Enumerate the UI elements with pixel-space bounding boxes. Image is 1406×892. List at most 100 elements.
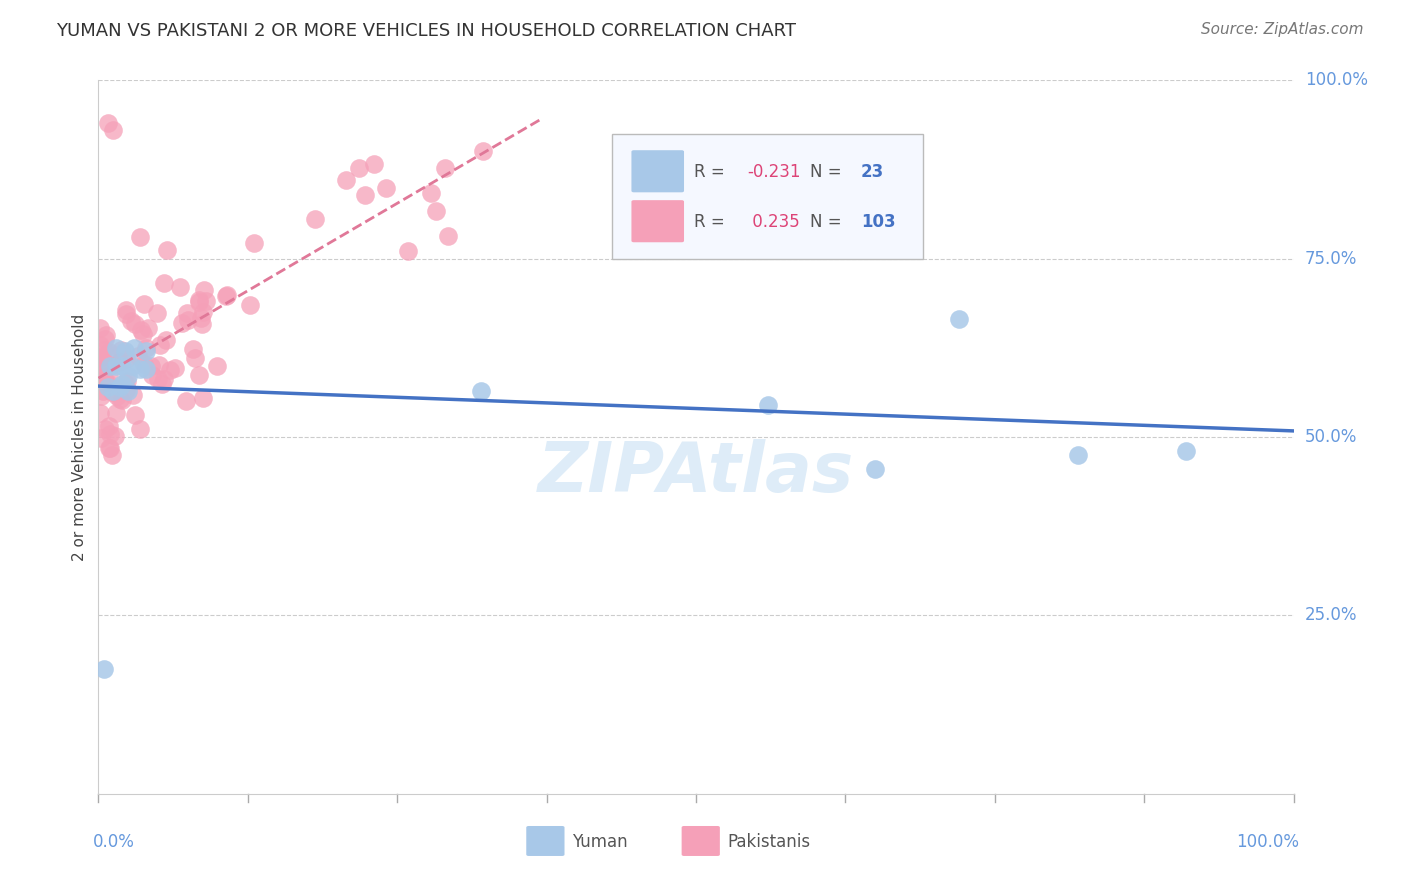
Point <box>97 418 120 433</box>
Text: R =: R = <box>693 212 724 230</box>
Text: YUMAN VS PAKISTANI 2 OR MORE VEHICLES IN HOUSEHOLD CORRELATION CHART: YUMAN VS PAKISTANI 2 OR MORE VEHICLES IN… <box>56 22 796 40</box>
FancyBboxPatch shape <box>631 150 685 193</box>
Point <box>101 384 124 399</box>
Text: 100.0%: 100.0% <box>1236 833 1299 851</box>
Text: N =: N = <box>810 162 841 180</box>
Point <box>94 332 117 346</box>
Point <box>150 377 173 392</box>
Point <box>124 317 146 331</box>
Point <box>756 398 779 412</box>
Point <box>129 422 152 436</box>
Point <box>89 406 111 420</box>
Point <box>425 204 447 219</box>
Point <box>470 384 492 398</box>
Point <box>134 297 156 311</box>
FancyBboxPatch shape <box>613 134 922 259</box>
Point <box>121 388 143 402</box>
Text: N =: N = <box>810 212 841 230</box>
Point <box>437 228 460 243</box>
Point <box>149 338 172 352</box>
Point <box>153 276 176 290</box>
Point <box>184 351 207 366</box>
Point <box>93 343 115 358</box>
Point <box>104 406 127 420</box>
Point <box>115 351 138 366</box>
Point <box>98 441 121 455</box>
Point <box>97 380 120 394</box>
Point <box>129 362 152 376</box>
Point <box>89 359 111 374</box>
Point <box>89 351 111 365</box>
Point <box>128 230 150 244</box>
Point <box>117 384 139 398</box>
Point <box>190 311 212 326</box>
Point <box>176 306 198 320</box>
Text: 50.0%: 50.0% <box>1305 428 1357 446</box>
Point <box>159 363 181 377</box>
Point <box>177 312 200 326</box>
Point <box>396 244 419 258</box>
Point <box>111 392 134 407</box>
Point <box>105 359 128 373</box>
Point <box>187 293 209 307</box>
Point <box>114 307 136 321</box>
Point <box>135 362 157 376</box>
Point <box>191 317 214 331</box>
Point <box>93 370 115 384</box>
Text: R =: R = <box>693 162 724 180</box>
Point <box>101 384 124 398</box>
Point <box>110 343 132 357</box>
Point <box>111 359 134 373</box>
Point <box>108 355 131 369</box>
Point <box>193 283 215 297</box>
Y-axis label: 2 or more Vehicles in Household: 2 or more Vehicles in Household <box>72 313 87 561</box>
Point <box>420 186 443 201</box>
Point <box>335 172 357 186</box>
Point <box>135 342 157 356</box>
Point <box>101 448 124 462</box>
Point <box>129 323 152 337</box>
Text: Source: ZipAtlas.com: Source: ZipAtlas.com <box>1201 22 1364 37</box>
Point <box>239 298 262 312</box>
Point <box>121 359 143 373</box>
Point <box>108 380 131 394</box>
Point <box>94 374 117 388</box>
Point <box>89 321 111 335</box>
Point <box>104 429 127 443</box>
FancyBboxPatch shape <box>631 200 685 243</box>
Point <box>96 375 118 389</box>
Point <box>91 373 114 387</box>
Point <box>242 235 264 250</box>
Point <box>98 441 121 455</box>
Point <box>153 372 176 386</box>
Point <box>127 349 149 363</box>
FancyBboxPatch shape <box>526 826 565 856</box>
Point <box>115 374 138 388</box>
Point <box>132 326 155 341</box>
Point <box>195 293 218 308</box>
Point <box>108 354 131 368</box>
Point <box>148 359 170 373</box>
Point <box>91 349 114 363</box>
Text: 25.0%: 25.0% <box>1305 607 1357 624</box>
Text: 103: 103 <box>860 212 896 230</box>
Point <box>105 389 128 403</box>
Point <box>94 328 117 343</box>
Point <box>205 359 228 374</box>
Text: Yuman: Yuman <box>572 833 627 851</box>
Point <box>93 384 115 398</box>
Point <box>114 383 136 397</box>
Text: 23: 23 <box>860 162 884 180</box>
Point <box>187 294 209 309</box>
Point <box>141 368 163 382</box>
Point <box>90 431 112 445</box>
Point <box>111 376 134 391</box>
Point <box>374 181 396 195</box>
Point <box>89 338 111 352</box>
Point <box>176 393 198 408</box>
Text: 100.0%: 100.0% <box>1305 71 1368 89</box>
Point <box>169 280 191 294</box>
Point <box>135 344 157 359</box>
Point <box>97 116 120 130</box>
Point <box>114 344 136 359</box>
